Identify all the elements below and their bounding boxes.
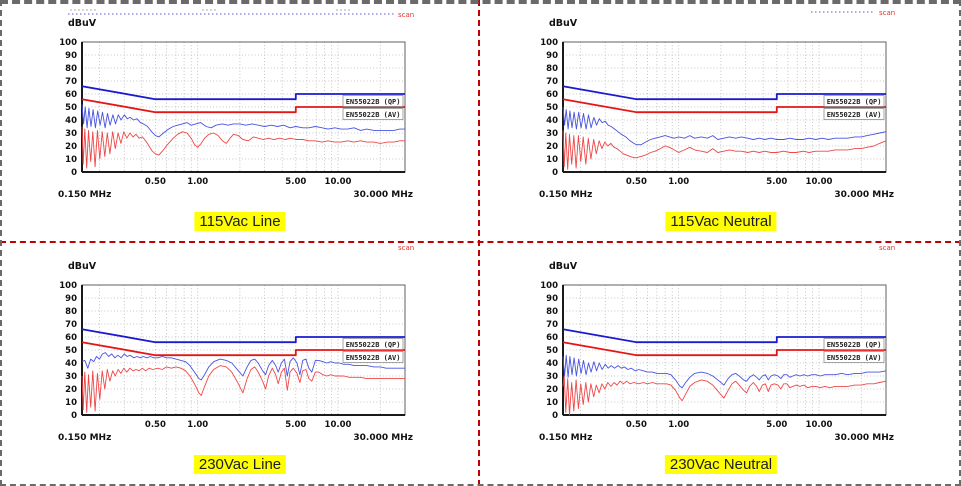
svg-text:30: 30	[546, 372, 558, 382]
svg-text:60: 60	[546, 90, 558, 100]
svg-text:50: 50	[546, 346, 558, 356]
quadrant-divider-horizontal	[0, 241, 961, 243]
svg-text:100: 100	[59, 38, 77, 48]
svg-text:1.00: 1.00	[668, 420, 689, 430]
svg-text:20: 20	[65, 385, 77, 395]
svg-text:20: 20	[546, 385, 558, 395]
svg-text:10.00: 10.00	[806, 177, 833, 187]
chart-cell-115vac-line: 100 90 80 70 60 50 40 30 20 10 0 0.50 1.00 5.00 10.00 0…	[0, 0, 480, 243]
svg-text:90: 90	[65, 51, 77, 61]
svg-text:1.00: 1.00	[187, 420, 208, 430]
svg-text:dBuV: dBuV	[549, 261, 578, 272]
svg-text:80: 80	[546, 307, 558, 317]
svg-text:0.150 MHz: 0.150 MHz	[539, 433, 592, 443]
svg-text:EN55022B (AV): EN55022B (AV)	[827, 354, 882, 362]
svg-text:10: 10	[65, 155, 77, 165]
svg-text:scan: scan	[398, 11, 414, 19]
svg-text:30: 30	[546, 129, 558, 139]
svg-text:EN55022B (AV): EN55022B (AV)	[346, 111, 401, 119]
svg-text:0: 0	[552, 411, 558, 421]
svg-text:70: 70	[546, 320, 558, 330]
svg-text:40: 40	[65, 359, 77, 369]
svg-text:dBuV: dBuV	[549, 18, 578, 29]
svg-text:EN55022B (QP): EN55022B (QP)	[346, 98, 401, 106]
svg-text:0.150 MHz: 0.150 MHz	[58, 190, 111, 200]
svg-text:80: 80	[65, 307, 77, 317]
svg-text:0: 0	[71, 168, 77, 178]
svg-text:50: 50	[546, 103, 558, 113]
svg-text:80: 80	[65, 64, 77, 74]
svg-text:50: 50	[65, 346, 77, 356]
chart-caption-230vac-line: 230Vac Line	[193, 455, 287, 474]
svg-text:0.50: 0.50	[145, 177, 166, 187]
svg-text:30.000 MHz: 30.000 MHz	[353, 190, 413, 200]
svg-text:30.000 MHz: 30.000 MHz	[353, 433, 413, 443]
svg-text:60: 60	[546, 333, 558, 343]
svg-text:5.00: 5.00	[766, 420, 787, 430]
svg-text:5.00: 5.00	[285, 177, 306, 187]
svg-text:60: 60	[65, 90, 77, 100]
svg-text:70: 70	[65, 320, 77, 330]
svg-text:30: 30	[65, 129, 77, 139]
svg-text:20: 20	[546, 142, 558, 152]
svg-text:70: 70	[65, 77, 77, 87]
svg-text:EN55022B (AV): EN55022B (AV)	[346, 354, 401, 362]
svg-text:20: 20	[65, 142, 77, 152]
svg-text:70: 70	[546, 77, 558, 87]
svg-text:scan: scan	[879, 9, 895, 17]
svg-text:30: 30	[65, 372, 77, 382]
svg-text:1.00: 1.00	[187, 177, 208, 187]
svg-text:scan: scan	[398, 244, 414, 252]
chart-caption-115vac-neutral: 115Vac Neutral	[665, 212, 777, 231]
svg-text:EN55022B (QP): EN55022B (QP)	[827, 98, 882, 106]
svg-text:dBuV: dBuV	[68, 261, 97, 272]
svg-text:10: 10	[65, 398, 77, 408]
chart-cell-230vac-line: 100 90 80 70 60 50 40 30 20 10 0 0.50 1.00 5.00 10.00 0…	[0, 243, 480, 486]
svg-text:EN55022B (QP): EN55022B (QP)	[827, 341, 882, 349]
svg-text:5.00: 5.00	[766, 177, 787, 187]
svg-text:10.00: 10.00	[325, 420, 352, 430]
svg-text:0.150 MHz: 0.150 MHz	[58, 433, 111, 443]
svg-text:0: 0	[552, 168, 558, 178]
svg-text:10: 10	[546, 398, 558, 408]
svg-text:scan: scan	[879, 244, 895, 252]
chart-caption-115vac-line: 115Vac Line	[194, 212, 286, 231]
svg-text:100: 100	[540, 281, 558, 291]
svg-text:dBuV: dBuV	[68, 18, 97, 29]
svg-text:0.50: 0.50	[626, 177, 647, 187]
quadrant-divider-vertical	[478, 0, 480, 486]
svg-text:5.00: 5.00	[285, 420, 306, 430]
svg-text:100: 100	[540, 38, 558, 48]
svg-text:10.00: 10.00	[325, 177, 352, 187]
svg-text:90: 90	[65, 294, 77, 304]
svg-text:0.50: 0.50	[145, 420, 166, 430]
svg-text:10.00: 10.00	[806, 420, 833, 430]
svg-text:EN55022B (QP): EN55022B (QP)	[346, 341, 401, 349]
svg-text:0.150 MHz: 0.150 MHz	[539, 190, 592, 200]
svg-text:50: 50	[65, 103, 77, 113]
svg-text:90: 90	[546, 51, 558, 61]
svg-text:40: 40	[65, 116, 77, 126]
svg-text:100: 100	[59, 281, 77, 291]
svg-text:80: 80	[546, 64, 558, 74]
svg-text:0: 0	[71, 411, 77, 421]
svg-text:0.50: 0.50	[626, 420, 647, 430]
svg-text:1.00: 1.00	[668, 177, 689, 187]
svg-text:10: 10	[546, 155, 558, 165]
svg-text:40: 40	[546, 359, 558, 369]
svg-text:EN55022B (AV): EN55022B (AV)	[827, 111, 882, 119]
svg-text:30.000 MHz: 30.000 MHz	[834, 190, 894, 200]
chart-cell-115vac-neutral: 100 90 80 70 60 50 40 30 20 10 0 0.50 1.00 5.00 10.00 0…	[481, 0, 961, 243]
chart-caption-230vac-neutral: 230Vac Neutral	[664, 455, 778, 474]
svg-text:30.000 MHz: 30.000 MHz	[834, 433, 894, 443]
svg-text:90: 90	[546, 294, 558, 304]
chart-cell-230vac-neutral: 100 90 80 70 60 50 40 30 20 10 0 0.50 1.00 5.00 10.00 0…	[481, 243, 961, 486]
svg-text:60: 60	[65, 333, 77, 343]
svg-text:40: 40	[546, 116, 558, 126]
